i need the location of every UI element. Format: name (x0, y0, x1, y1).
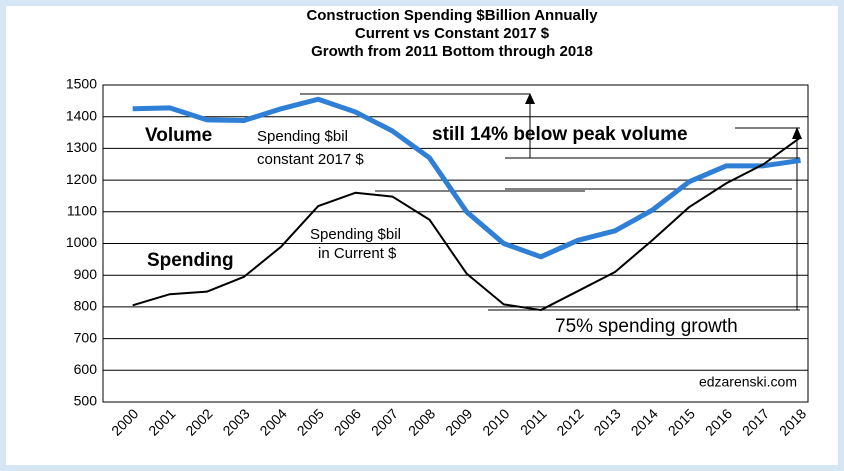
y-tick-label: 700 (74, 329, 98, 345)
annotation: 75% spending growth (555, 316, 738, 337)
plot-border (102, 84, 809, 403)
y-tick-label: 900 (74, 266, 98, 282)
chart-title: Growth from 2011 Bottom through 2018 (311, 43, 593, 60)
series-label: Spending (147, 250, 234, 271)
y-tick-label: 1100 (67, 203, 97, 219)
annotation: Spending $bil (310, 226, 401, 243)
chart-title: Construction Spending $Billion Annually (306, 7, 598, 24)
reference-lines (300, 93, 802, 311)
series-label: Volume (145, 125, 212, 146)
y-tick-label: 1400 (66, 107, 97, 123)
y-tick-label: 1000 (66, 234, 97, 250)
annotation: in Current $ (318, 245, 397, 262)
y-tick-label: 1500 (66, 76, 97, 92)
annotation: Spending $bil (257, 128, 348, 145)
plot (102, 84, 809, 403)
arrow-head (792, 127, 802, 139)
y-tick-label: 500 (74, 393, 98, 409)
y-tick-label: 800 (74, 298, 98, 314)
y-tick-label: 1300 (66, 139, 97, 155)
y-tick-label: 600 (74, 361, 98, 377)
annotation: edzarenski.com (699, 374, 797, 390)
annotation: constant 2017 $ (257, 151, 364, 168)
series-line (132, 136, 802, 312)
annotation: still 14% below peak volume (432, 124, 688, 145)
series-line (132, 96, 801, 260)
y-tick-label: 1200 (66, 171, 97, 187)
arrow-head (525, 93, 535, 104)
chart-title: Current vs Constant 2017 $ (355, 25, 550, 42)
